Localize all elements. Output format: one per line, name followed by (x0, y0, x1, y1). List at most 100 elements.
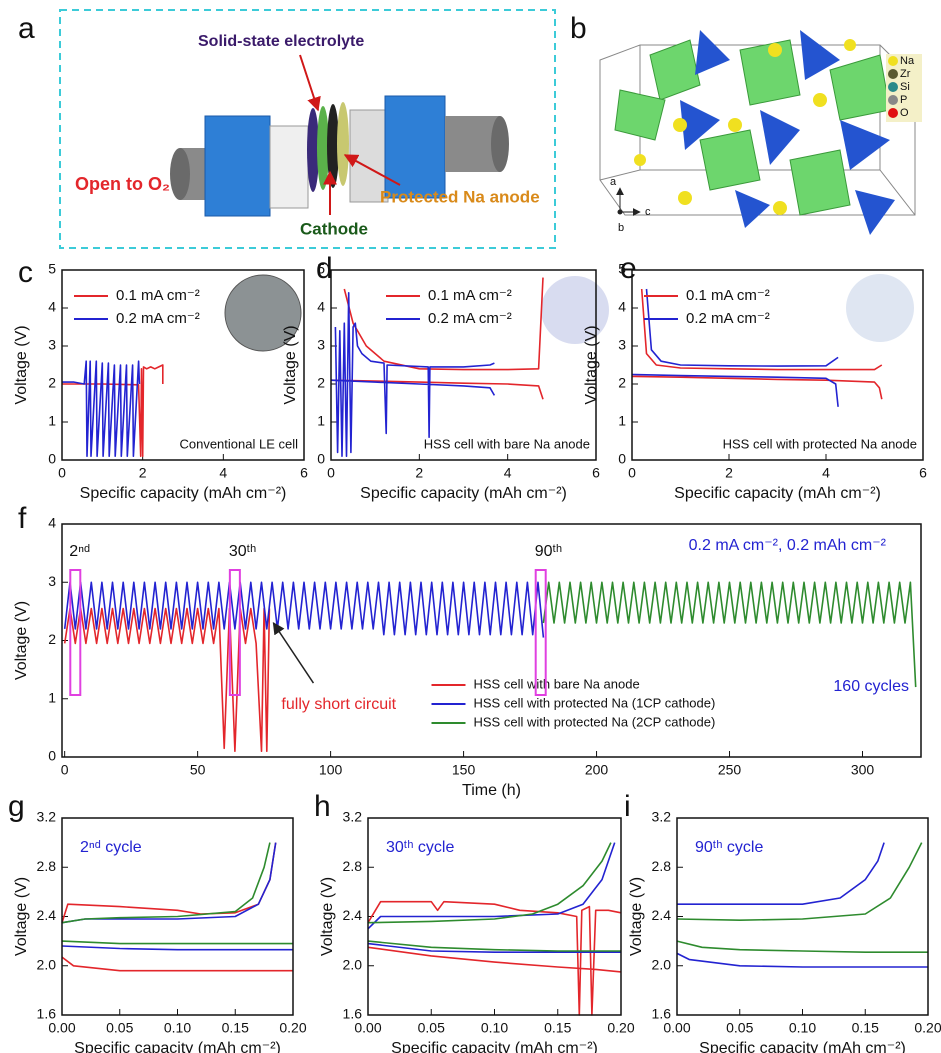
y-tick-label: 0 (618, 451, 626, 467)
sleeve (269, 125, 309, 209)
series-line (676, 842, 928, 968)
layer (307, 108, 319, 192)
x-tick-label: 50 (190, 762, 206, 778)
x-tick-label: 0.05 (106, 1020, 133, 1036)
label: Open to O₂ (75, 174, 170, 194)
y-tick-label: 3 (317, 337, 325, 353)
x-tick-label: 4 (219, 465, 227, 481)
x-axis-label: Time (h) (462, 782, 521, 799)
x-tick-label: 6 (300, 465, 308, 481)
x-axis-label: Specific capacity (mAh cm⁻²) (74, 1040, 281, 1053)
plot-frame (367, 817, 622, 1016)
legend-label: 0.2 mA cm⁻² (686, 310, 770, 327)
x-tick-label: 0.10 (481, 1020, 508, 1036)
x-tick-label: 0 (628, 465, 636, 481)
annotation: HSS cell with bare Na anode (424, 436, 590, 451)
x-axis-label: Specific capacity (mAh cm⁻²) (80, 485, 287, 502)
plot-frame (61, 817, 294, 1016)
series-line (367, 842, 621, 953)
x-axis-label: Specific capacity (mAh cm⁻²) (699, 1040, 906, 1053)
annotation: fully short circuit (281, 696, 396, 713)
x-tick-label: 0.10 (164, 1020, 191, 1036)
legend-label: HSS cell with bare Na anode (474, 676, 640, 691)
x-tick-label: 0 (61, 762, 69, 778)
cell-box (599, 44, 916, 216)
axis-origin (617, 209, 623, 215)
arrow (343, 154, 401, 186)
cycle-label: 90ᵗʰ cycle (695, 839, 763, 856)
layer (327, 104, 339, 188)
nut (384, 95, 446, 199)
x-tick-label: 0.20 (279, 1020, 306, 1036)
legend-text: Zr (900, 68, 911, 80)
y-tick-label: 3 (48, 573, 56, 589)
legend-dot (888, 95, 898, 105)
legend-dot (888, 69, 898, 79)
x-tick-label: 0.10 (789, 1020, 816, 1036)
y-tick-label: 2.0 (652, 956, 672, 972)
panel-label: i (624, 790, 631, 823)
x-tick-label: 2 (139, 465, 147, 481)
x-tick-label: 0.20 (914, 1020, 941, 1036)
series-line (63, 581, 545, 638)
plot-frame (330, 269, 597, 461)
x-tick-label: 250 (718, 762, 742, 778)
x-axis-label: Specific capacity (mAh cm⁻²) (391, 1040, 598, 1053)
series-line (61, 842, 293, 951)
highlight-label: 2ⁿᵈ (69, 543, 90, 560)
panel-label: g (8, 790, 25, 823)
y-axis-label: Voltage (V) (13, 325, 30, 404)
plot-frame (676, 817, 929, 1016)
panel-label: b (570, 12, 587, 45)
y-tick-label: 4 (618, 299, 626, 315)
y-tick-label: 2.8 (652, 858, 672, 874)
y-tick-label: 2.4 (37, 907, 57, 923)
legend-text: O (900, 107, 909, 119)
x-axis-label: Specific capacity (mAh cm⁻²) (674, 485, 881, 502)
x-tick-label: 150 (452, 762, 476, 778)
axis-label: c (645, 206, 651, 218)
y-tick-label: 0 (48, 748, 56, 764)
annotation: Conventional LE cell (179, 436, 298, 451)
series-line (367, 842, 621, 952)
panel-label: d (316, 252, 333, 285)
y-tick-label: 1.6 (343, 1006, 363, 1022)
series-line (61, 842, 293, 945)
y-axis-label: Voltage (V) (13, 877, 30, 956)
y-tick-label: 4 (48, 299, 56, 315)
x-tick-label: 200 (585, 762, 609, 778)
x-tick-label: 0.05 (726, 1020, 753, 1036)
legend-label: 0.2 mA cm⁻² (428, 310, 512, 327)
panel-label: h (314, 790, 331, 823)
x-tick-label: 4 (504, 465, 512, 481)
legend-text: Si (900, 81, 910, 93)
axis-label: a (610, 176, 617, 188)
y-tick-label: 5 (317, 261, 325, 277)
x-tick-label: 2 (725, 465, 733, 481)
label: Cathode (300, 219, 368, 238)
y-tick-label: 2.8 (343, 858, 363, 874)
x-tick-label: 100 (319, 762, 343, 778)
y-tick-label: 3 (48, 337, 56, 353)
x-tick-label: 2 (415, 465, 423, 481)
y-tick-label: 1 (317, 413, 325, 429)
panel-label: a (18, 12, 35, 45)
y-tick-label: 2.4 (652, 907, 672, 923)
rod (445, 116, 500, 172)
y-tick-label: 2 (618, 375, 626, 391)
legend-label: HSS cell with protected Na (1CP cathode) (474, 695, 716, 710)
y-tick-label: 0 (48, 451, 56, 467)
series-line (330, 277, 544, 400)
x-tick-label: 6 (592, 465, 600, 481)
x-tick-label: 0.05 (418, 1020, 445, 1036)
legend-dot (888, 56, 898, 66)
y-tick-label: 2 (48, 631, 56, 647)
arrow (299, 54, 321, 112)
highlight-box (534, 569, 547, 696)
series-line (676, 842, 928, 953)
legend-text: P (900, 94, 907, 106)
y-tick-label: 3.2 (37, 809, 57, 825)
y-tick-label: 2.4 (343, 907, 363, 923)
legend-label: HSS cell with protected Na (2CP cathode) (474, 714, 716, 729)
x-tick-label: 6 (919, 465, 927, 481)
